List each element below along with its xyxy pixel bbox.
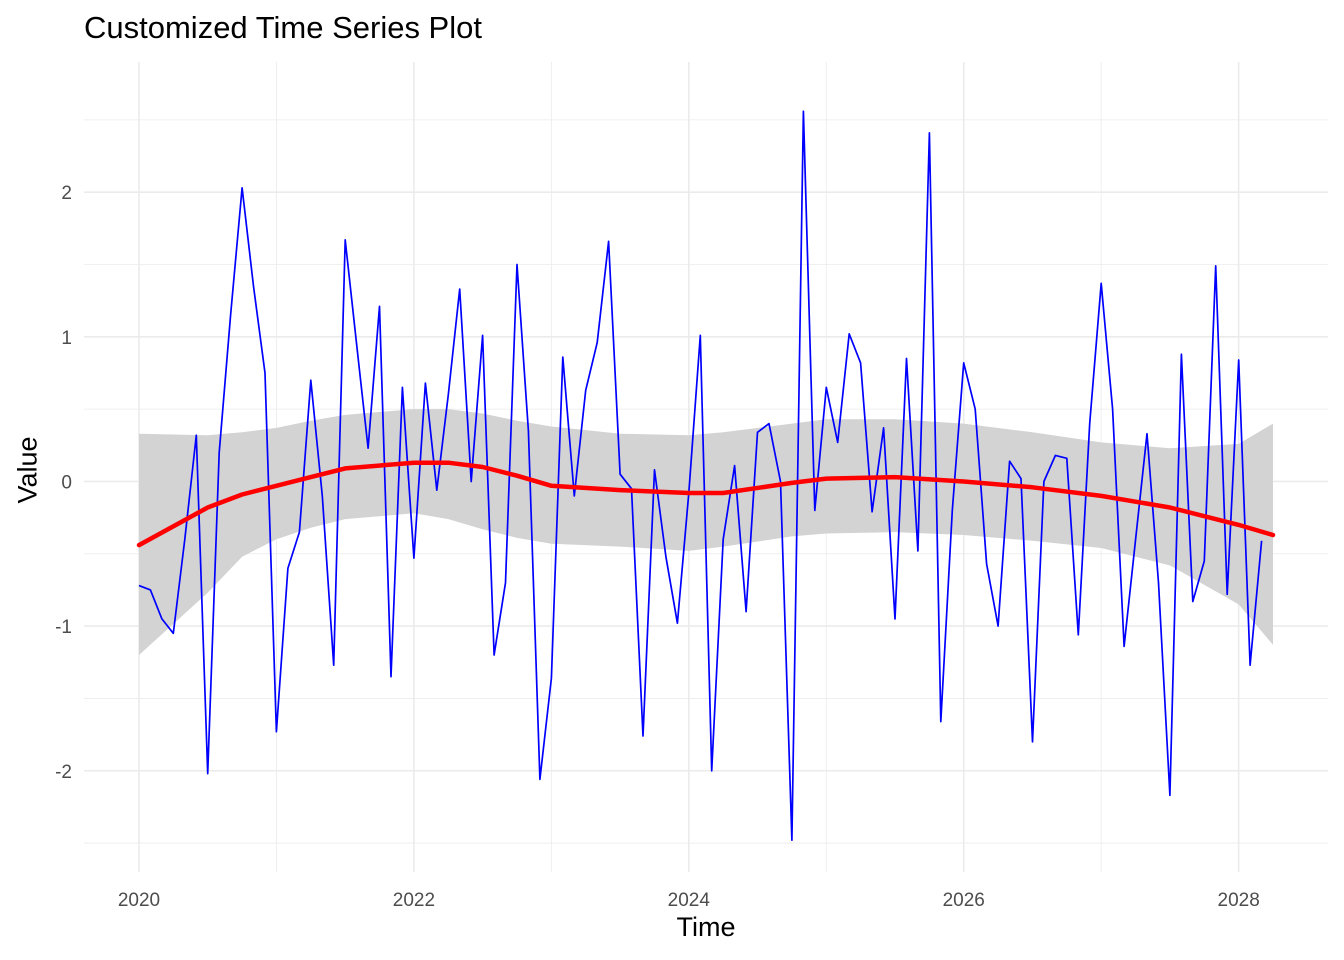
tick-labels: 2020 2022 2024 2026 2028 -2 -1 0 1 2 <box>55 183 1260 911</box>
series-layer <box>138 110 1263 842</box>
x-tick-label: 2028 <box>1218 890 1260 911</box>
x-tick-label: 2020 <box>118 890 160 911</box>
chart-title: Customized Time Series Plot <box>84 10 482 45</box>
x-tick-label: 2022 <box>393 890 435 911</box>
smooth-trend-line <box>136 460 1276 548</box>
smooth-layer <box>136 460 1276 548</box>
x-axis-label: Time <box>676 912 736 942</box>
y-tick-label: 1 <box>61 328 72 349</box>
series-line <box>138 110 1263 842</box>
y-tick-label: 2 <box>61 183 72 204</box>
x-tick-label: 2026 <box>943 890 985 911</box>
y-tick-label: -2 <box>55 762 72 783</box>
y-tick-label: 0 <box>61 472 72 493</box>
y-tick-label: -1 <box>55 617 72 638</box>
x-tick-label: 2024 <box>668 890 711 911</box>
